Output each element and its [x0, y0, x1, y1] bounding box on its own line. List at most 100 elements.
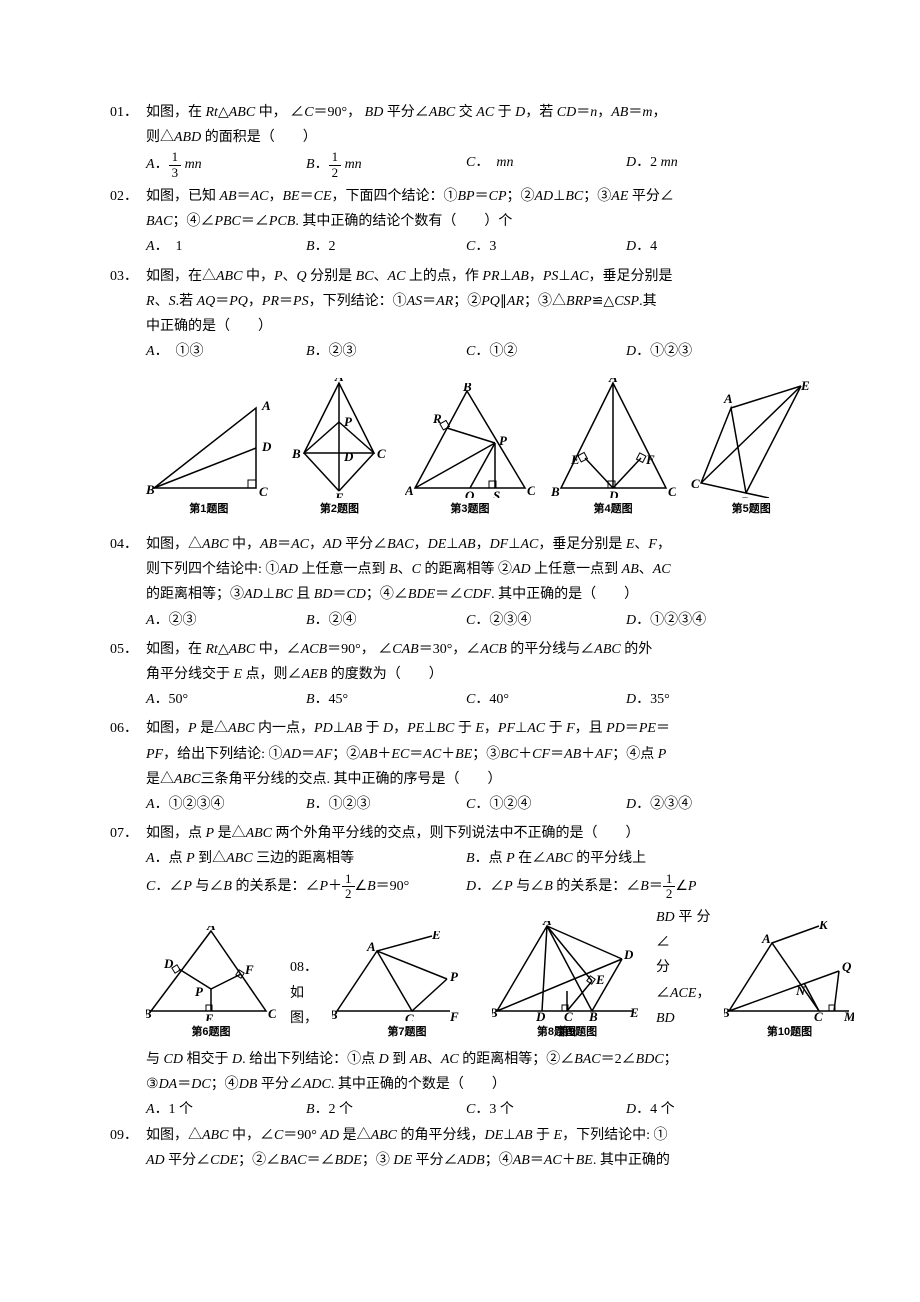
svg-text:B: B [588, 1009, 598, 1021]
choices-row: A．点 P 到△ABC 三边的距离相等 B．点 P 在∠ABC 的平分线上 [110, 846, 815, 871]
q-text-line: 如图，P 是△ABC 内一点，PD⊥AB 于 D，PE⊥BC 于 E，PF⊥AC… [146, 716, 815, 741]
figure-7: E A P B C F 第7题图 [332, 931, 482, 1043]
figure-3: B R P A Q S C 第3题图 [405, 383, 535, 520]
q8-inline-text: BD 平 分 ∠ 分∠ACE，BD [656, 905, 710, 1031]
q-text-line: 则下列四个结论中: ①AD 上任意一点到 B、C 的距离相等 ②AD 上任意一点… [110, 557, 815, 582]
svg-text:E: E [800, 378, 810, 393]
figure-label: 第5题图 [691, 500, 811, 520]
svg-text:B: B [291, 446, 301, 461]
svg-text:A: A [261, 398, 271, 413]
q-text-line: 中正确的是（ ） [110, 314, 815, 339]
svg-text:E: E [595, 972, 605, 987]
svg-text:A: A [334, 378, 344, 384]
figure-label: 第6题图 [146, 1023, 276, 1043]
svg-text:B: B [146, 1006, 152, 1021]
svg-text:E: E [334, 490, 344, 498]
choices-row: A．50° B．45° C．40° D．35° [110, 687, 815, 712]
choice-c: C． mn [466, 150, 626, 180]
svg-text:B: B [492, 1005, 498, 1020]
choice-c: C．②③④ [466, 608, 626, 633]
choice-b: B．2 个 [306, 1097, 466, 1122]
svg-text:A: A [542, 921, 552, 928]
svg-text:C: C [527, 483, 535, 498]
svg-text:P: P [195, 984, 204, 999]
svg-text:D: D [623, 947, 634, 962]
q-text-line: BAC；④∠PBC＝∠PCB. 其中正确的结论个数有（ ）个 [110, 209, 815, 234]
figure-label: 第10题图 [724, 1023, 854, 1043]
question-06: 06．如图，P 是△ABC 内一点，PD⊥AB 于 D，PE⊥BC 于 E，PF… [110, 716, 815, 817]
svg-text:P: P [499, 433, 508, 448]
choice-a: A．1 个 [146, 1097, 306, 1122]
figure-label: 第3题图 [405, 500, 535, 520]
question-02: 02． 如图，已知 AB＝AC，BE＝CE，下面四个结论：①BP＝CP；②AD⊥… [110, 184, 815, 260]
q-number: 01． [110, 100, 146, 125]
figure-8-9: A D E B D C B E 第8题图第9题图 [492, 921, 642, 1043]
svg-text:B: B [551, 484, 560, 498]
choices-row: A． ①③ B．②③ C．①② D．①②③ [110, 339, 815, 364]
svg-text:D: D [343, 449, 354, 464]
figure-2: A P B D C E 第2题图 [289, 378, 389, 520]
choice-a: A． 1 [146, 234, 306, 259]
choice-a: A．②③ [146, 608, 306, 633]
q-text-line: R、S.若 AQ＝PQ，PR＝PS，下列结论：①AS＝AR；②PQ∥AR；③△B… [110, 289, 815, 314]
svg-text:C: C [564, 1009, 573, 1021]
q-text-line: 如图，在△ABC 中，P、Q 分别是 BC、AC 上的点，作 PR⊥AB，PS⊥… [146, 264, 815, 289]
svg-text:A: A [723, 391, 733, 406]
svg-text:B: B [145, 482, 155, 497]
choice-d: D．4 [626, 234, 815, 259]
choice-c: C．3 个 [466, 1097, 626, 1122]
q-text-line: 如图，在 Rt△ABC 中，∠ACB＝90°， ∠CAB＝30°，∠ACB 的平… [146, 637, 815, 662]
q-text-line: 如图，△ABC 中，AB＝AC，AD 平分∠BAC，DE⊥AB，DF⊥AC，垂足… [146, 532, 815, 557]
figure-row-2: A D F P B E C 第6题图 08．如图， E A [110, 905, 815, 1043]
svg-text:C: C [814, 1009, 823, 1021]
svg-text:P: P [450, 969, 459, 984]
figure-10: K A Q N B C M 第10题图 [724, 921, 854, 1043]
q-number: 04． [110, 532, 146, 557]
svg-text:F: F [645, 452, 655, 467]
choice-d: D．①②③ [626, 339, 815, 364]
choices-row: A． 1 B．2 C．3 D．4 [110, 234, 815, 259]
choice-a: A．①②③④ [146, 792, 306, 817]
q-number: 07． [110, 821, 146, 846]
svg-text:N: N [795, 983, 806, 998]
svg-text:D: D [535, 1009, 546, 1021]
svg-text:E: E [629, 1005, 639, 1020]
svg-text:E: E [570, 452, 580, 467]
svg-text:E: E [431, 931, 441, 942]
choice-d: D．②③④ [626, 792, 815, 817]
choice-b: B．2 [306, 234, 466, 259]
svg-text:B: B [462, 383, 472, 394]
svg-text:D: D [261, 439, 272, 454]
choice-c: C．∠P 与∠B 的关系是：∠P＋12∠B＝90° [146, 872, 466, 902]
choices-row: A．②③ B．②④ C．②③④ D．①②③④ [110, 608, 815, 633]
choice-c: C．①②④ [466, 792, 626, 817]
choice-c: C．40° [466, 687, 626, 712]
q-text-line: 如图，在 Rt△ABC 中， ∠C＝90°， BD 平分∠ABC 交 AC 于 … [146, 100, 815, 125]
svg-text:A: A [206, 926, 216, 933]
choice-c: C．①② [466, 339, 626, 364]
figure-label: 第4题图 [551, 500, 676, 520]
figure-6: A D F P B E C 第6题图 [146, 926, 276, 1043]
q-text-line: 如图，点 P 是△ABC 两个外角平分线的交点，则下列说法中不正确的是（ ） [146, 821, 815, 846]
choices-row: A．13 mn B．12 mn C． mn D．2 mn [110, 150, 815, 180]
q-number: 05． [110, 637, 146, 662]
question-05: 05．如图，在 Rt△ABC 中，∠ACB＝90°， ∠CAB＝30°，∠ACB… [110, 637, 815, 713]
figure-label: 第1题图 [144, 500, 274, 520]
choice-d: D．①②③④ [626, 608, 815, 633]
q-text-line: 如图，已知 AB＝AC，BE＝CE，下面四个结论：①BP＝CP；②AD⊥BC；③… [146, 184, 815, 209]
figure-1: A D B C 第1题图 [144, 398, 274, 520]
choice-b: B．②④ [306, 608, 466, 633]
svg-text:C: C [268, 1006, 276, 1021]
choice-d: D．35° [626, 687, 815, 712]
question-07: 07．如图，点 P 是△ABC 两个外角平分线的交点，则下列说法中不正确的是（ … [110, 821, 815, 901]
svg-text:F: F [244, 962, 254, 977]
svg-text:A: A [761, 931, 771, 946]
choice-a: A．13 mn [146, 150, 306, 180]
question-01: 01． 如图，在 Rt△ABC 中， ∠C＝90°， BD 平分∠ABC 交 A… [110, 100, 815, 180]
figure-row-1: A D B C 第1题图 A P B D C E 第2题图 [110, 368, 815, 532]
q-text-line: 是△ABC三条角平分线的交点. 其中正确的序号是（ ） [110, 767, 815, 792]
choice-a: A．50° [146, 687, 306, 712]
question-03: 03． 如图，在△ABC 中，P、Q 分别是 BC、AC 上的点，作 PR⊥AB… [110, 264, 815, 365]
choice-b: B．②③ [306, 339, 466, 364]
choice-d: D．∠P 与∠B 的关系是：∠B＝12∠P [466, 872, 815, 902]
